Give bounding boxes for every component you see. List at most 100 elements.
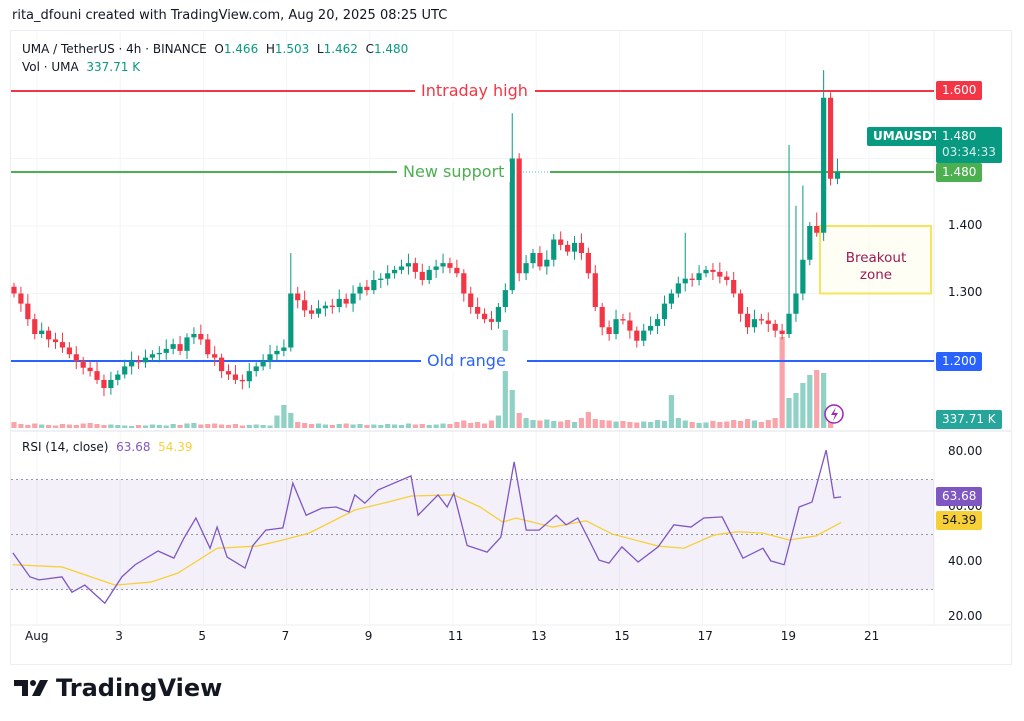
rsi-line xyxy=(12,449,842,605)
candle-body xyxy=(751,319,758,328)
volume-bar xyxy=(18,424,24,428)
volume-bar xyxy=(765,420,771,428)
volume-bar xyxy=(641,421,647,428)
price-tick: 1.400 xyxy=(948,218,983,232)
volume-bar xyxy=(620,421,626,428)
volume-bar xyxy=(821,373,827,428)
candle-body xyxy=(191,334,197,338)
old-range-price-label: 1.200 xyxy=(936,352,983,371)
new-support-text[interactable]: New support xyxy=(397,162,511,182)
chart-frame xyxy=(10,30,1012,665)
logo-text: TradingView xyxy=(56,674,223,702)
candle-body xyxy=(758,319,764,321)
volume-bar xyxy=(488,420,495,428)
volume-bar xyxy=(530,420,536,428)
volume-bar xyxy=(738,421,744,428)
symbol-info[interactable]: UMA / TetherUS · 4h · BINANCE xyxy=(22,42,207,56)
chart-credit: rita_dfouni created with TradingView.com… xyxy=(12,8,448,23)
volume-bar xyxy=(163,425,169,428)
candle-body xyxy=(39,330,45,334)
old-range-text[interactable]: Old range xyxy=(421,351,512,371)
volume-bar xyxy=(357,424,363,428)
volume-label[interactable]: Vol · UMA xyxy=(22,60,79,74)
volume-bar xyxy=(426,425,432,428)
volume-price-label: 337.71 K xyxy=(936,410,1002,429)
date-tick: 3 xyxy=(115,629,123,643)
candle-body xyxy=(295,293,301,301)
volume-bar xyxy=(288,413,294,428)
rsi-label[interactable]: RSI (14, close) xyxy=(22,440,109,454)
candle-body xyxy=(440,263,446,267)
tradingview-logo[interactable]: TradingView xyxy=(14,674,222,702)
candle-body xyxy=(634,330,640,341)
candle-body xyxy=(447,263,453,268)
low-label: L xyxy=(316,42,324,56)
volume-bar xyxy=(744,419,751,428)
candle-body xyxy=(779,330,785,334)
volume-bar xyxy=(322,424,328,428)
ticker-label: UMAUSDT xyxy=(867,127,947,146)
candle-body xyxy=(308,310,315,314)
intraday-high-price-label: 1.600 xyxy=(936,81,983,100)
close-label: C xyxy=(365,42,374,56)
candle-body xyxy=(336,298,342,307)
candle-body xyxy=(225,371,232,375)
volume-bar xyxy=(11,422,17,428)
open-value: 1.466 xyxy=(223,42,259,56)
volume-bar xyxy=(66,424,72,428)
candle-body xyxy=(357,286,363,294)
volume-bar xyxy=(758,422,764,428)
candle-body xyxy=(205,339,211,355)
bar-countdown: 03:34:33 xyxy=(942,145,996,159)
volume-bar xyxy=(385,424,391,428)
rsi-ma-line xyxy=(12,494,842,586)
volume-bar xyxy=(39,424,45,428)
candle-body xyxy=(25,303,31,320)
volume-bar xyxy=(710,421,716,428)
volume-bar xyxy=(412,424,418,428)
symbol-legend: UMA / TetherUS · 4h · BINANCE O1.466 H1.… xyxy=(22,40,408,76)
open-label: O xyxy=(214,42,224,56)
candle-body xyxy=(821,97,827,233)
candle-body xyxy=(807,226,813,260)
breakout-zone-box xyxy=(819,225,932,295)
volume-bar xyxy=(551,421,557,428)
volume-bar xyxy=(108,424,114,428)
price-tick: 1.300 xyxy=(948,285,983,299)
date-tick: 19 xyxy=(780,629,797,643)
candle-body xyxy=(129,361,135,367)
rsi-tick: 20.00 xyxy=(948,609,983,623)
candle-body xyxy=(800,259,806,294)
volume-bar xyxy=(717,422,723,428)
candle-body xyxy=(405,263,412,267)
volume-bar xyxy=(558,421,564,428)
volume-bar xyxy=(205,424,211,428)
date-tick: 21 xyxy=(864,629,880,643)
volume-bar xyxy=(149,424,155,428)
volume-bar xyxy=(516,413,522,428)
candle-body xyxy=(329,305,335,307)
volume-bar xyxy=(800,383,806,428)
candle-body xyxy=(668,293,674,304)
volume-bar xyxy=(260,425,266,428)
volume-bar xyxy=(295,422,301,428)
candle-body xyxy=(142,357,149,363)
candle-body xyxy=(544,259,550,267)
candle-body xyxy=(516,158,522,274)
date-tick: 9 xyxy=(364,629,373,643)
breakout-zone-line2: zone xyxy=(859,267,893,283)
rsi-tick: 40.00 xyxy=(948,554,983,568)
breakout-zone-text[interactable]: Breakout zone xyxy=(820,250,932,284)
volume-bar xyxy=(578,418,585,428)
candle-body xyxy=(32,319,38,334)
candle-body xyxy=(281,347,287,351)
volume-bar xyxy=(786,398,792,428)
candle-body xyxy=(654,319,661,326)
candle-body xyxy=(814,226,820,233)
intraday-high-text[interactable]: Intraday high xyxy=(415,81,534,101)
candle-body xyxy=(11,286,17,294)
volume-bar xyxy=(73,425,79,428)
volume-bar xyxy=(212,423,218,428)
volume-bar xyxy=(59,424,66,428)
